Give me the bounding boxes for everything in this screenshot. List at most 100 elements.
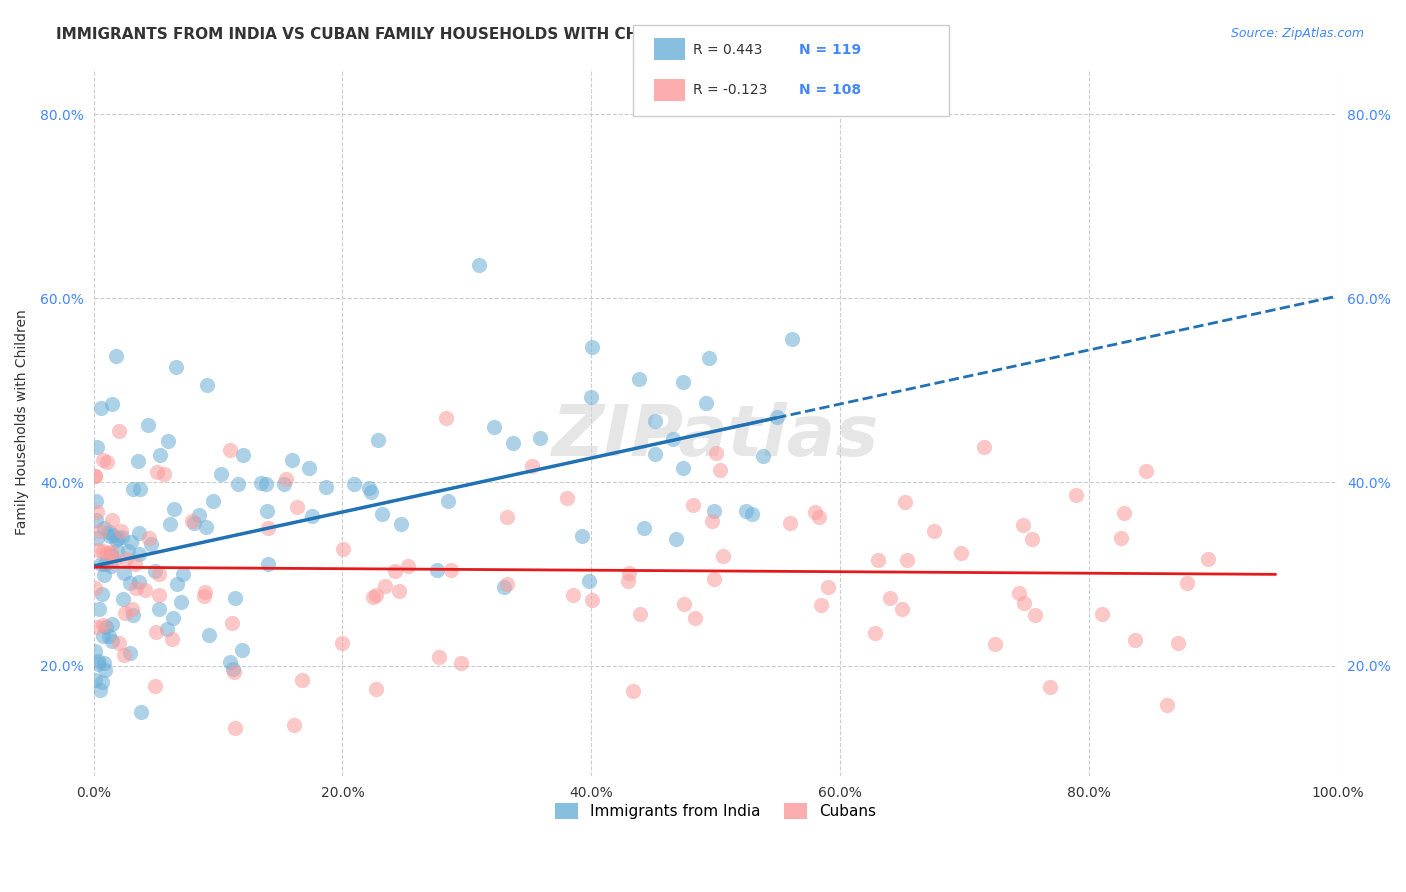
Cubans [257, 521, 280, 535]
Immigrants from India [166, 577, 188, 591]
Cubans [112, 648, 135, 663]
Cubans [700, 515, 723, 529]
Immigrants from India [165, 359, 187, 374]
Immigrants from India [128, 526, 150, 541]
Cubans [86, 505, 108, 519]
Cubans [434, 411, 457, 425]
Immigrants from India [121, 607, 143, 622]
Cubans [96, 454, 118, 468]
Immigrants from India [581, 341, 603, 355]
Cubans [364, 588, 387, 602]
Immigrants from India [197, 628, 219, 642]
Cubans [396, 558, 419, 573]
Cubans [1039, 680, 1062, 694]
Cubans [114, 606, 136, 620]
Cubans [125, 581, 148, 595]
Cubans [84, 468, 107, 483]
Immigrants from India [644, 447, 666, 461]
Cubans [285, 500, 308, 514]
Cubans [1064, 488, 1087, 502]
Cubans [148, 566, 170, 581]
Immigrants from India [357, 481, 380, 495]
Cubans [617, 566, 640, 581]
Cubans [221, 615, 243, 630]
Immigrants from India [93, 656, 115, 670]
Immigrants from India [104, 533, 127, 547]
Cubans [810, 599, 832, 613]
Immigrants from India [482, 420, 505, 434]
Cubans [218, 442, 240, 457]
Immigrants from India [100, 559, 122, 574]
Immigrants from India [87, 602, 110, 616]
Cubans [91, 544, 114, 558]
Cubans [363, 590, 385, 604]
Immigrants from India [100, 548, 122, 562]
Immigrants from India [437, 494, 460, 508]
Cubans [427, 650, 450, 665]
Immigrants from India [426, 563, 449, 577]
Immigrants from India [159, 516, 181, 531]
Text: IMMIGRANTS FROM INDIA VS CUBAN FAMILY HOUSEHOLDS WITH CHILDREN CORRELATION CHART: IMMIGRANTS FROM INDIA VS CUBAN FAMILY HO… [56, 27, 889, 42]
Immigrants from India [315, 480, 337, 494]
Immigrants from India [90, 401, 112, 416]
Cubans [91, 453, 114, 467]
Cubans [866, 552, 889, 566]
Immigrants from India [172, 567, 194, 582]
Immigrants from India [194, 519, 217, 533]
Immigrants from India [97, 629, 120, 643]
Immigrants from India [105, 544, 128, 558]
Cubans [103, 553, 125, 567]
Immigrants from India [633, 521, 655, 535]
Immigrants from India [343, 476, 366, 491]
Immigrants from India [661, 432, 683, 446]
Cubans [1175, 575, 1198, 590]
Cubans [84, 469, 107, 483]
Immigrants from India [129, 706, 152, 720]
Immigrants from India [672, 461, 695, 475]
Immigrants from India [502, 436, 524, 450]
Immigrants from India [250, 475, 273, 490]
Immigrants from India [256, 504, 278, 518]
Cubans [863, 625, 886, 640]
Cubans [973, 440, 995, 454]
Cubans [879, 591, 901, 606]
Cubans [683, 611, 706, 625]
Cubans [134, 583, 156, 598]
Cubans [496, 510, 519, 524]
Immigrants from India [149, 448, 172, 462]
Cubans [107, 636, 129, 650]
Immigrants from India [202, 494, 225, 508]
Cubans [224, 721, 246, 735]
Immigrants from India [703, 504, 725, 518]
Immigrants from India [127, 453, 149, 467]
Immigrants from India [468, 258, 491, 272]
Cubans [86, 620, 108, 634]
Immigrants from India [90, 557, 112, 571]
Immigrants from India [117, 544, 139, 558]
Immigrants from India [389, 517, 412, 532]
Immigrants from India [644, 414, 666, 428]
Cubans [388, 583, 411, 598]
Immigrants from India [195, 378, 218, 392]
Cubans [100, 544, 122, 558]
Immigrants from India [120, 575, 142, 590]
Cubans [222, 665, 245, 679]
Immigrants from India [301, 509, 323, 524]
Immigrants from India [148, 601, 170, 615]
Immigrants from India [163, 501, 186, 516]
Immigrants from India [697, 351, 720, 365]
Text: ZIPatlas: ZIPatlas [553, 402, 879, 471]
Cubans [450, 656, 472, 670]
Cubans [1197, 551, 1219, 566]
Cubans [520, 458, 543, 473]
Immigrants from India [156, 623, 179, 637]
Immigrants from India [281, 453, 304, 467]
Immigrants from India [136, 418, 159, 433]
Cubans [138, 531, 160, 545]
Immigrants from India [571, 529, 593, 543]
Cubans [384, 565, 406, 579]
Cubans [496, 576, 519, 591]
Immigrants from India [367, 434, 389, 448]
Cubans [581, 592, 603, 607]
Immigrants from India [628, 372, 651, 386]
